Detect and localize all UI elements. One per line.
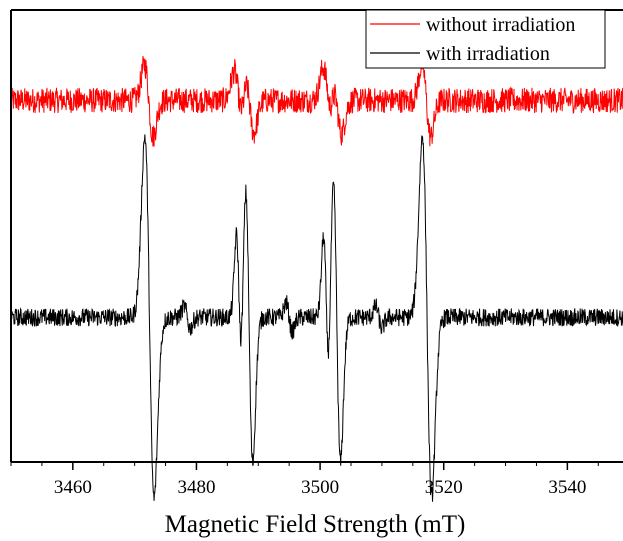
legend-label-without-irradiation: without irradiation: [426, 14, 575, 36]
spectrum-traces: [10, 52, 623, 502]
x-axis-ticks: 3460 3480 3500 3520 3540: [10, 462, 599, 498]
series-line-0: [10, 52, 623, 147]
legend-label-with-irradiation: with irradiation: [426, 43, 550, 65]
series-line-1: [10, 134, 623, 502]
x-tick-label: 3500: [301, 477, 339, 498]
x-tick-label: 3520: [425, 477, 463, 498]
x-tick-label: 3480: [177, 477, 215, 498]
x-axis-title: Magnetic Field Strength (mT): [165, 511, 466, 538]
x-tick-label: 3540: [548, 477, 586, 498]
x-tick-label: 3460: [54, 477, 92, 498]
legend-box: [365, 9, 606, 69]
legend: without irradiation with irradiation: [365, 9, 606, 69]
